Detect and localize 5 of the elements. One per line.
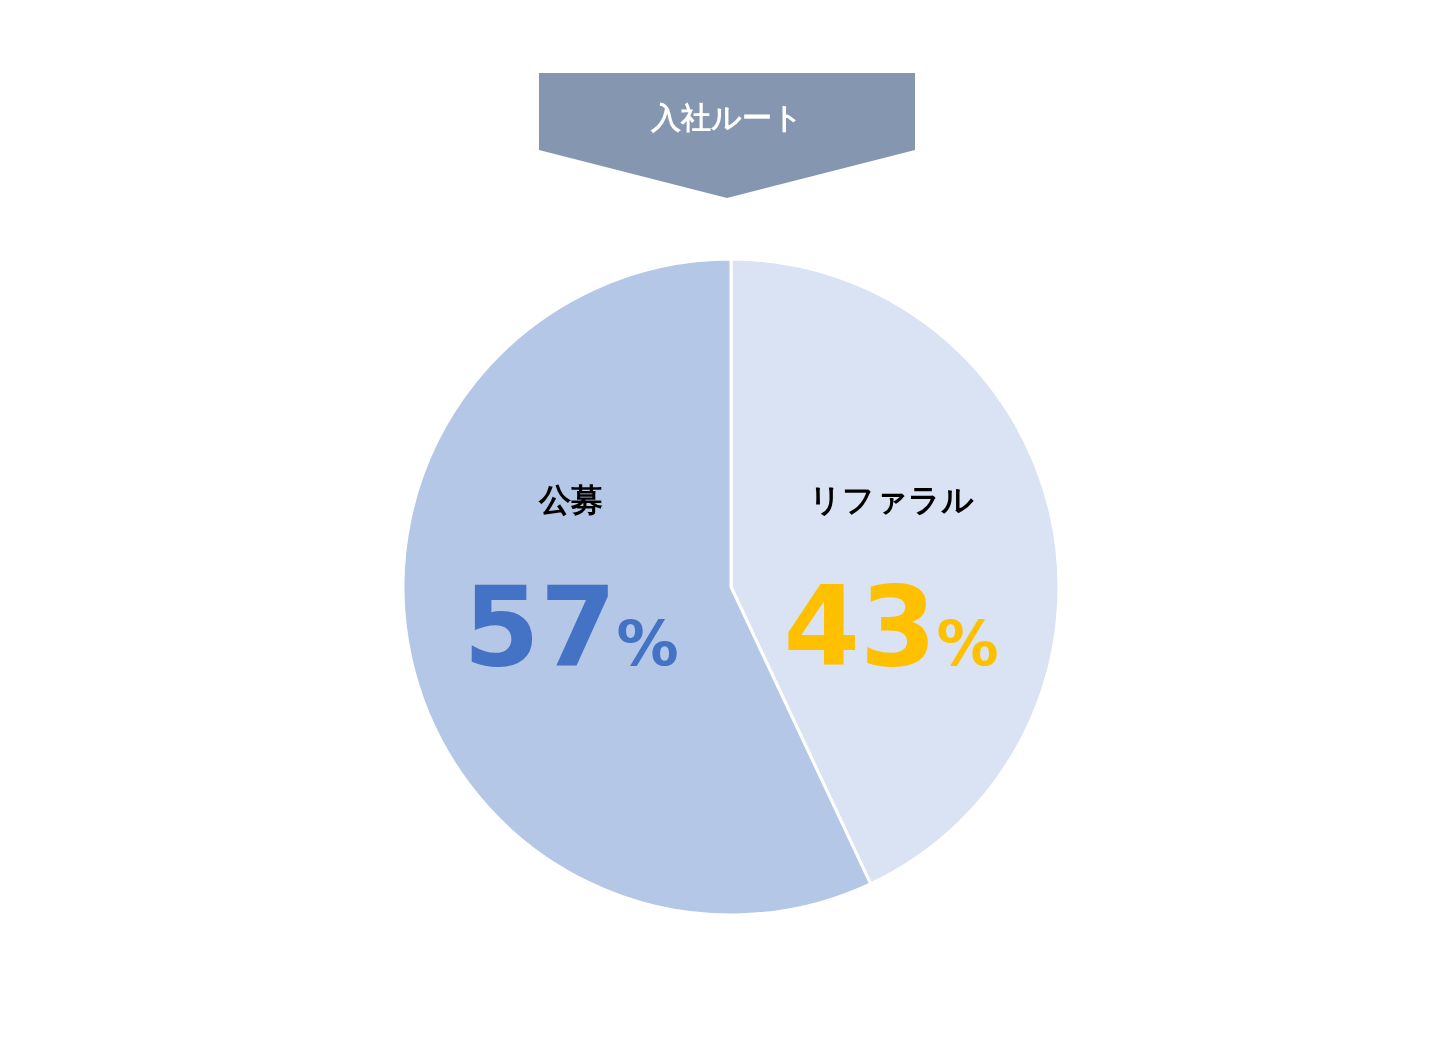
data-label: 43% <box>783 563 999 691</box>
chart-title: 入社ルート <box>649 99 804 137</box>
data-label: 57% <box>463 563 679 691</box>
slice-label: 公募 <box>537 481 603 519</box>
slice-label: リファラル <box>808 481 974 519</box>
